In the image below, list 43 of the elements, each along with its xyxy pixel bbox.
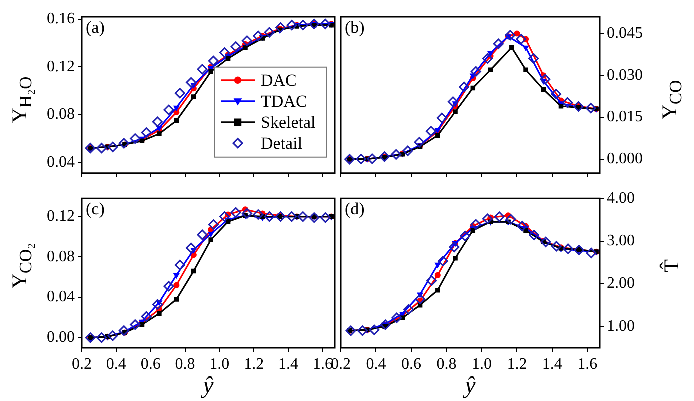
x-tick-label: 0.6 [140,356,161,373]
y-tick-label: 0.030 [607,66,643,84]
y-tick-label: 4.00 [607,190,635,207]
legend-label: DAC [261,70,297,90]
y-tick-label: 0.015 [607,108,643,126]
x-tick-label: 0.4 [366,356,386,373]
y-tick-label: 0.12 [47,58,75,76]
annotation: (c) [86,200,105,219]
legend-label: Detail [261,134,303,153]
y-tick-label: 2.00 [607,275,635,292]
y-tick-label: 0.12 [47,208,75,225]
x-tick-label: 0.8 [436,356,457,373]
y-tick-label: 3.00 [607,232,635,250]
x-tick-label: 1.2 [507,356,528,373]
y-tick-label: 0.00 [47,329,75,346]
x-tick-label: 1.6 [578,356,598,373]
y-tick-label: 0.04 [47,154,75,171]
y-axis-title: T̂ [660,260,684,272]
y-tick-label: 0.16 [47,10,75,28]
y-tick-label: 1.00 [607,318,635,335]
x-tick-label: 0.8 [175,356,196,373]
y-tick-label: 0.08 [47,248,75,266]
x-tick-label: 1.6 [312,356,333,373]
y-tick-label: 0.000 [607,150,643,168]
x-tick-label: 1.0 [210,356,230,373]
x-tick-label: 1.4 [278,356,299,373]
legend-label: Skeletal [261,112,316,132]
x-tick-label: 1.4 [542,356,562,373]
annotation: (b) [345,18,365,37]
y-tick-label: 0.045 [607,24,643,42]
x-tick-label: 0.2 [331,356,351,373]
y-tick-label: 0.04 [47,288,75,306]
x-tick-label: 0.6 [401,356,422,373]
x-axis-title: ŷ [201,372,214,399]
annotation: (d) [345,200,365,219]
x-tick-label: 1.0 [472,356,492,373]
x-tick-label: 0.2 [72,356,92,373]
x-tick-label: 1.2 [244,356,264,373]
x-tick-label: 0.4 [106,356,126,373]
annotation: (a) [86,18,105,37]
y-tick-label: 0.08 [47,106,75,124]
x-axis-title: ŷ [463,372,476,399]
legend-label: TDAC [261,92,308,111]
